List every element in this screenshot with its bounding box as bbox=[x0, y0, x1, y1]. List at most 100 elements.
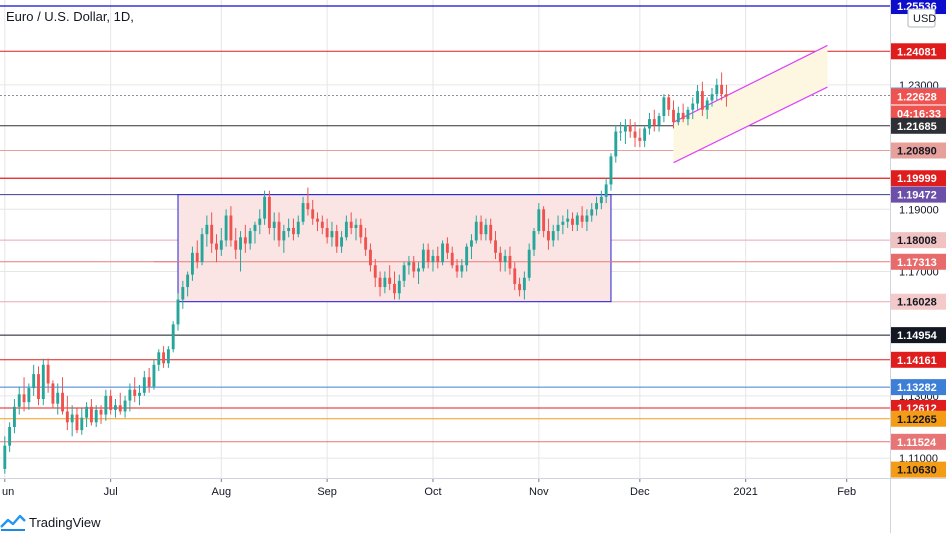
candle-up bbox=[599, 190, 603, 210]
candle-up bbox=[142, 371, 146, 396]
candle-body bbox=[571, 218, 574, 225]
x-tick-label: Aug bbox=[212, 486, 232, 498]
x-tick-label: Nov bbox=[529, 486, 549, 498]
candle-body bbox=[551, 231, 555, 241]
x-tick-label: 2021 bbox=[733, 486, 757, 498]
candle-body bbox=[667, 97, 671, 110]
candle-body bbox=[200, 234, 204, 263]
candle-body bbox=[700, 91, 704, 110]
candle-up bbox=[643, 125, 647, 148]
candle-down bbox=[681, 103, 685, 123]
candle-up bbox=[166, 346, 170, 368]
candle-up bbox=[537, 203, 541, 235]
candle-up bbox=[691, 97, 695, 120]
candle-up bbox=[104, 389, 108, 421]
price-tag-label: 1.14954 bbox=[897, 330, 938, 342]
candle-body bbox=[287, 227, 291, 232]
candle-down bbox=[75, 408, 79, 434]
price-tags: 1.255361.240811.226611.2262804:16:331.21… bbox=[891, 0, 946, 478]
candle-body bbox=[436, 255, 440, 263]
price-tag: 1.16028 bbox=[891, 293, 946, 310]
price-tag-label: 1.13282 bbox=[897, 382, 937, 394]
candle-body bbox=[75, 414, 79, 431]
candle-body bbox=[166, 349, 170, 364]
currency-button-frame[interactable] bbox=[907, 8, 936, 28]
price-tag-label: 1.16028 bbox=[897, 297, 937, 309]
x-tick-label: Sep bbox=[317, 486, 337, 498]
candle-body bbox=[484, 224, 488, 235]
candle-body bbox=[397, 280, 401, 294]
channel-lower-line[interactable] bbox=[673, 86, 828, 164]
candle-body bbox=[691, 103, 695, 110]
candle-body bbox=[522, 277, 526, 291]
candle-down bbox=[498, 246, 502, 272]
candle-up bbox=[676, 106, 680, 126]
candle-up bbox=[561, 215, 565, 235]
price-tag-bg bbox=[891, 410, 946, 427]
candle-body bbox=[3, 445, 7, 469]
candle-up bbox=[522, 271, 526, 300]
price-tag-bg bbox=[891, 232, 946, 249]
candle-up bbox=[330, 221, 334, 247]
candle-down bbox=[571, 212, 574, 232]
candle-up bbox=[263, 190, 267, 225]
candle-down bbox=[494, 231, 497, 260]
candle-body bbox=[421, 249, 425, 269]
price-tag-bg bbox=[891, 105, 946, 122]
candle-up bbox=[152, 360, 156, 390]
candle-body bbox=[181, 287, 185, 300]
candle-up bbox=[128, 383, 132, 412]
candle-body bbox=[118, 405, 122, 412]
candle-down bbox=[412, 255, 416, 278]
candle-up bbox=[417, 262, 420, 284]
candle-body bbox=[633, 131, 637, 138]
x-tick-label: Dec bbox=[630, 486, 650, 498]
candle-up bbox=[686, 106, 690, 126]
candle-up bbox=[239, 231, 242, 272]
candle-up bbox=[181, 280, 185, 309]
channel-fill[interactable] bbox=[673, 45, 828, 163]
channel-upper-line[interactable] bbox=[673, 44, 828, 123]
candle-body bbox=[128, 389, 132, 401]
candle-body bbox=[109, 395, 113, 410]
candle-body bbox=[638, 137, 642, 141]
candle-up bbox=[657, 112, 661, 132]
candle-body bbox=[195, 252, 199, 263]
candle-body bbox=[412, 262, 416, 272]
currency-button[interactable]: USD bbox=[907, 8, 936, 28]
candle-down bbox=[700, 81, 704, 117]
candle-down bbox=[373, 259, 377, 288]
candle-up bbox=[623, 119, 627, 144]
candle-up bbox=[566, 209, 570, 228]
candle-down bbox=[292, 218, 295, 241]
candle-body bbox=[672, 109, 675, 123]
candle-body bbox=[604, 184, 608, 197]
candle-body bbox=[46, 364, 50, 384]
candle-up bbox=[258, 209, 262, 235]
tradingview-brand[interactable]: TradingView bbox=[0, 511, 101, 533]
candle-down bbox=[335, 224, 339, 253]
candle-body bbox=[239, 237, 242, 250]
candle-body bbox=[205, 224, 209, 235]
candle-body bbox=[388, 277, 392, 284]
candle-body bbox=[123, 400, 127, 412]
candle-body bbox=[282, 231, 286, 241]
currency-label[interactable]: USD bbox=[913, 13, 936, 25]
candle-body bbox=[537, 209, 541, 232]
candle-down bbox=[306, 187, 310, 216]
candle-up bbox=[3, 436, 7, 474]
candle-body bbox=[248, 231, 252, 244]
candle-up bbox=[287, 218, 291, 238]
candle-body bbox=[619, 131, 623, 133]
range-box[interactable] bbox=[153, 194, 640, 303]
price-tag-label: 1.14161 bbox=[897, 355, 937, 367]
candle-body bbox=[243, 237, 247, 244]
candle-body bbox=[460, 265, 464, 272]
price-tag: 1.11524 bbox=[891, 433, 946, 450]
x-axis[interactable]: un Jul Aug Sep Oct Nov Dec 2021 Feb bbox=[0, 478, 946, 498]
price-tag: 1.18008 bbox=[891, 232, 946, 249]
ascending-channel[interactable] bbox=[673, 44, 828, 164]
candle-down bbox=[229, 206, 233, 247]
price-tag-label: 1.21685 bbox=[897, 121, 937, 133]
